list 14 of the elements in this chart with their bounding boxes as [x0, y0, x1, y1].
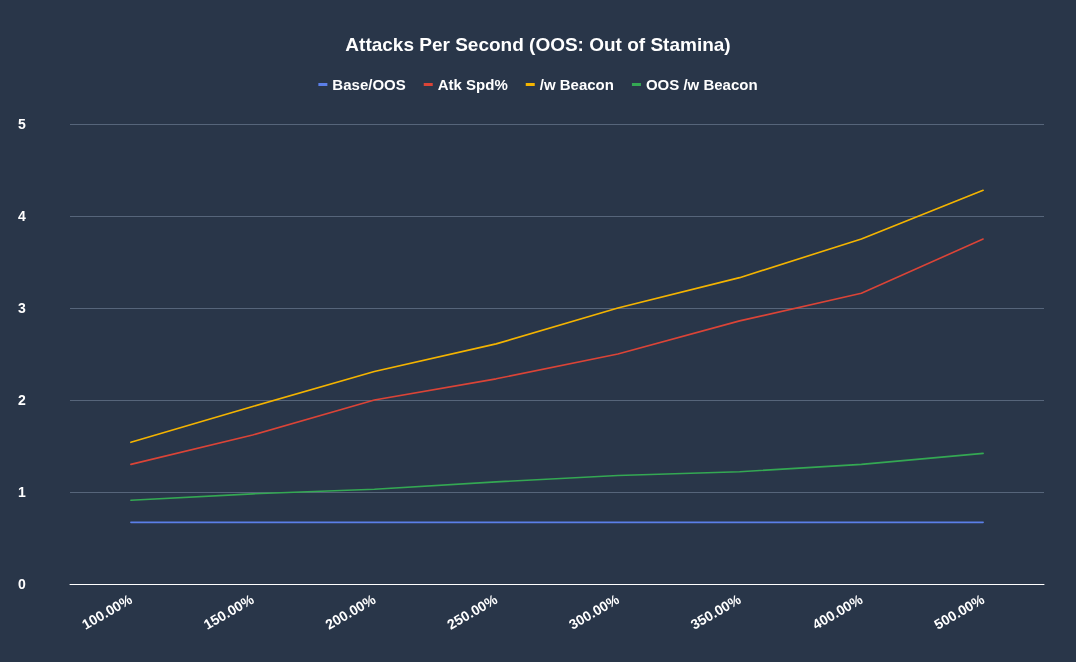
- line-series: [130, 189, 984, 444]
- chart-title: Attacks Per Second (OOS: Out of Stamina): [345, 34, 731, 55]
- line-series: [130, 452, 984, 502]
- line-series: [130, 238, 984, 466]
- y-tick-label: 1: [18, 484, 26, 500]
- legend-label: /w Beacon: [539, 76, 614, 93]
- legend-label: Base/OOS: [332, 76, 406, 93]
- y-tick-label: 0: [18, 576, 26, 592]
- y-tick-label: 4: [18, 208, 26, 224]
- legend-label: Atk Spd%: [437, 76, 508, 93]
- y-tick-label: 2: [18, 392, 26, 408]
- legend-label: OOS /w Beacon: [645, 76, 758, 93]
- y-tick-label: 3: [18, 300, 26, 316]
- y-tick-label: 5: [18, 116, 26, 132]
